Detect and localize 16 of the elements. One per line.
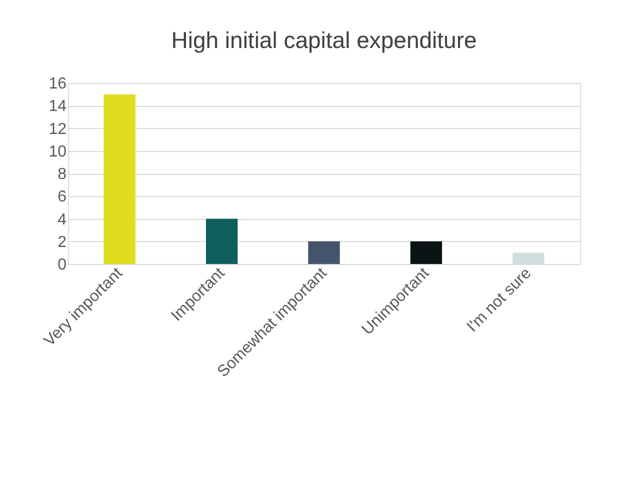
y-tick-label: 2 (58, 234, 67, 251)
y-tick-label: 8 (58, 166, 67, 183)
y-tick-label: 0 (58, 256, 67, 274)
y-tick-label: 10 (48, 143, 67, 160)
y-tick-label: 12 (48, 120, 67, 138)
y-tick-label: 16 (48, 76, 67, 92)
y-tick-label: 6 (58, 188, 67, 206)
bar (410, 241, 442, 264)
y-tick-label: 4 (58, 211, 67, 228)
y-tick-label: 14 (48, 98, 67, 116)
bar (512, 252, 544, 264)
chart-title: High initial capital expenditure (171, 27, 477, 53)
bar (104, 94, 136, 264)
bar (308, 241, 340, 264)
bar (206, 218, 238, 264)
x-tick-label: I'm not sure (464, 264, 535, 336)
